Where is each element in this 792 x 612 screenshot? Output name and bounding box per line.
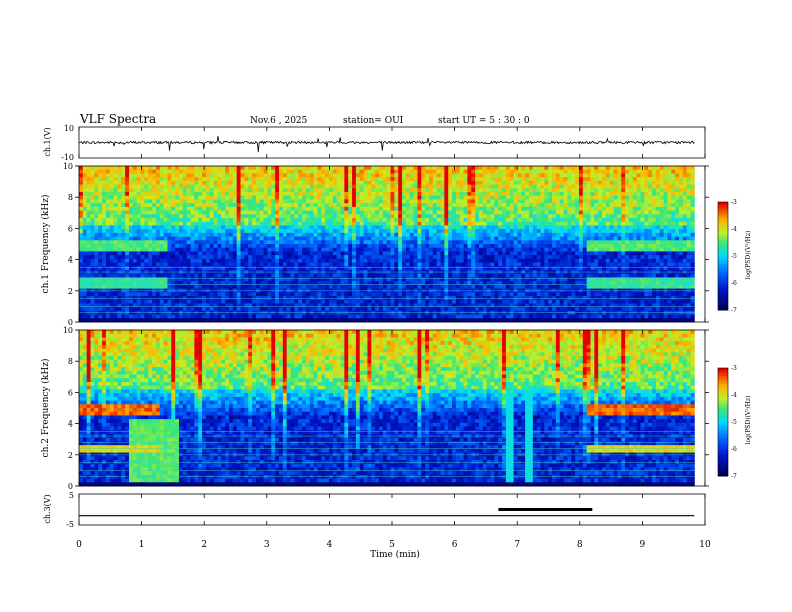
figure-title: VLF Spectra bbox=[79, 112, 156, 126]
freq-tick-label: 0 bbox=[68, 318, 73, 327]
ch1-colorbar-label: log(PSD)(V²/Hz) bbox=[745, 231, 752, 280]
ch3-level-ylabel: ch.3(V) bbox=[43, 494, 52, 523]
ch1-waveform-ylabel: ch.1(V) bbox=[43, 127, 52, 156]
time-tick-label: 2 bbox=[201, 540, 207, 550]
ch3-ytick-bottom: -5 bbox=[66, 520, 74, 529]
colorbar-tick-label: -6 bbox=[731, 280, 737, 287]
time-axis: 0 1 2 3 4 5 6 7 8 9 10 bbox=[76, 127, 711, 550]
freq-tick-label: 6 bbox=[68, 224, 73, 233]
colorbar-tick-label: -5 bbox=[731, 253, 737, 260]
freq-tick-label: 2 bbox=[68, 451, 73, 460]
time-tick-label: 5 bbox=[389, 540, 395, 550]
station-label: station= OUI bbox=[343, 116, 404, 126]
ch3-ytick-top: 5 bbox=[69, 491, 74, 500]
ch2-spectrogram-image bbox=[79, 330, 695, 487]
freq-tick-label: 4 bbox=[68, 420, 73, 429]
time-tick-label: 3 bbox=[264, 540, 270, 550]
time-tick-label: 9 bbox=[640, 540, 646, 550]
freq-tick-label: 8 bbox=[68, 193, 73, 202]
ch1-freq-ylabel: ch.1 Frequency (kHz) bbox=[40, 195, 51, 294]
freq-tick-label: 10 bbox=[63, 326, 73, 335]
freq-tick-label: 6 bbox=[68, 388, 73, 397]
freq-tick-label: 8 bbox=[68, 357, 73, 366]
ch2-freq-ticks: 0 2 4 6 8 10 bbox=[63, 326, 709, 491]
freq-tick-label: 10 bbox=[63, 162, 73, 171]
ch1-freq-ticks: 0 2 4 6 8 10 bbox=[63, 162, 709, 327]
colorbar-tick-label: -6 bbox=[731, 446, 737, 453]
ch1-spectrogram-image bbox=[79, 166, 695, 323]
ch1-colorbar: -3 -4 -5 -6 -7 log(PSD)(V²/Hz) bbox=[717, 199, 752, 314]
ch2-colorbar-label: log(PSD)(V²/Hz) bbox=[745, 396, 752, 445]
colorbar-tick-label: -7 bbox=[731, 473, 737, 480]
colorbar-tick-label: -3 bbox=[731, 199, 737, 206]
time-axis-label: Time (min) bbox=[370, 549, 420, 560]
colorbar-tick-label: -3 bbox=[731, 365, 737, 372]
ch1-waveform-panel: 10 -10 ch.1(V) bbox=[43, 124, 706, 162]
freq-tick-label: 4 bbox=[68, 256, 73, 265]
colorbar-tick-label: -7 bbox=[731, 307, 737, 314]
colorbar-tick-label: -5 bbox=[731, 419, 737, 426]
time-tick-label: 4 bbox=[327, 540, 333, 550]
ch2-freq-ylabel: ch.2 Frequency (kHz) bbox=[40, 359, 51, 458]
time-tick-label: 0 bbox=[76, 540, 82, 550]
start-time-label: start UT = 5 : 30 : 0 bbox=[438, 116, 530, 126]
ch1-spectrogram-panel: 0 2 4 6 8 10 ch.1 Frequency (kHz) bbox=[40, 162, 709, 327]
date-label: Nov.6 , 2025 bbox=[250, 116, 308, 126]
time-tick-label: 6 bbox=[452, 540, 458, 550]
ch3-level-panel: 5 -5 ch.3(V) bbox=[43, 491, 706, 529]
time-tick-label: 1 bbox=[139, 540, 145, 550]
freq-tick-label: 0 bbox=[68, 482, 73, 491]
time-tick-label: 8 bbox=[577, 540, 583, 550]
colorbar-tick-label: -4 bbox=[731, 226, 737, 233]
ch2-spectrogram-panel: 0 2 4 6 8 10 ch.2 Frequency (kHz) bbox=[40, 326, 709, 491]
freq-tick-label: 2 bbox=[68, 287, 73, 296]
ch2-colorbar: -3 -4 -5 -6 -7 log(PSD)(V²/Hz) bbox=[717, 365, 752, 480]
time-tick-label: 7 bbox=[514, 540, 520, 550]
ch1-ytick-top: 10 bbox=[64, 124, 74, 133]
time-tick-label: 10 bbox=[699, 540, 711, 550]
ch1-ytick-bottom: -10 bbox=[61, 153, 74, 162]
ch1-waveform-trace bbox=[78, 135, 695, 153]
colorbar-tick-label: -4 bbox=[731, 392, 737, 399]
